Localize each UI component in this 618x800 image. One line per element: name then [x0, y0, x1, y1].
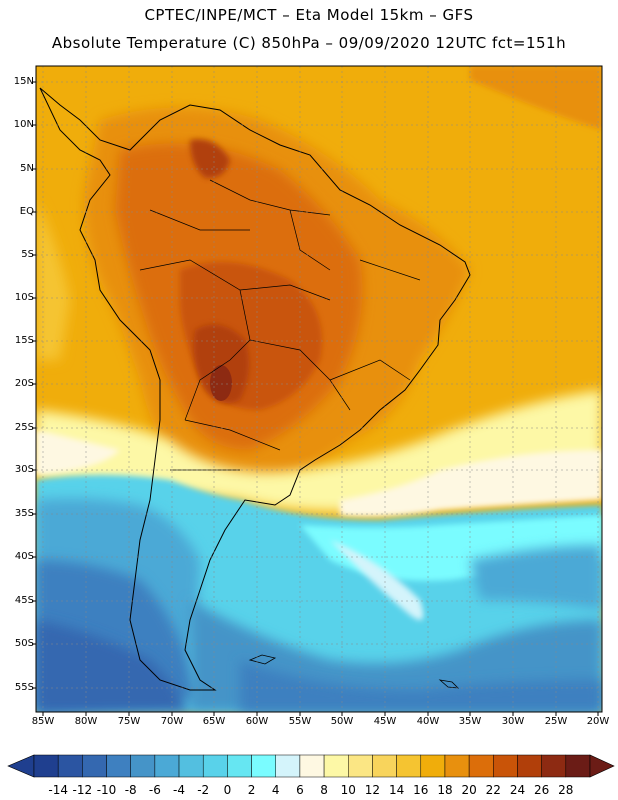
lat-label: EQ	[19, 206, 34, 217]
map-title: CPTEC/INPE/MCT – Eta Model 15km – GFS	[144, 6, 474, 24]
graticule	[36, 66, 602, 712]
colorbar-swatch	[202, 754, 228, 778]
colorbar-arrow-high	[589, 754, 615, 778]
map-subtitle: Absolute Temperature (C) 850hPa – 09/09/…	[51, 34, 567, 52]
colorbar-label: 18	[437, 783, 453, 797]
colorbar-swatch	[420, 754, 446, 778]
colorbar-swatch	[348, 754, 373, 778]
colorbar-swatch	[468, 754, 494, 778]
colorbar-label: -4	[173, 783, 186, 797]
colorbar-label: -6	[148, 783, 161, 797]
lon-label: 85W	[31, 716, 55, 727]
colorbar-label: 10	[340, 783, 356, 797]
colorbar-label: -14	[48, 783, 68, 797]
colorbar-swatch	[299, 754, 325, 778]
colorbar-label: 22	[485, 783, 501, 797]
colorbar-label: 14	[388, 783, 405, 797]
lon-label: 40W	[416, 716, 440, 727]
colorbar-label: 6	[296, 783, 304, 797]
lon-label: 25W	[544, 716, 568, 727]
colorbar-swatch	[82, 754, 107, 778]
colorbar-label: 12	[364, 783, 381, 797]
lat-label: 35S	[14, 508, 34, 519]
lat-label: 30S	[14, 464, 34, 475]
colorbar-label: -12	[72, 783, 93, 797]
lon-label: 35W	[458, 716, 482, 727]
colorbar-swatch	[227, 754, 252, 778]
lat-label: 15S	[14, 335, 34, 346]
colorbar-swatch	[275, 754, 301, 778]
lat-label: 10S	[14, 292, 34, 303]
lat-label: 25S	[14, 422, 34, 433]
country-borders	[139, 179, 421, 471]
colorbar-label: 8	[320, 783, 328, 797]
lat-label: 15N	[13, 76, 34, 87]
lon-label: 50W	[330, 716, 354, 727]
lat-label: 5S	[21, 249, 34, 260]
lon-label: 80W	[74, 716, 98, 727]
colorbar-swatch	[130, 754, 156, 778]
colorbar-swatch	[154, 754, 180, 778]
colorbar-label: 28	[558, 783, 574, 797]
lon-label: 75W	[117, 716, 141, 727]
colorbar-swatch	[541, 754, 567, 778]
colorbar	[7, 754, 615, 778]
colorbar-label: -10	[96, 783, 117, 797]
colorbar-label: 4	[271, 783, 280, 797]
colorbar-label: 2	[247, 783, 256, 797]
colorbar-swatch	[396, 754, 422, 778]
lon-label: 45W	[373, 716, 397, 727]
colorbar-label: 16	[413, 783, 429, 797]
temperature-field	[36, 66, 602, 712]
lat-label: 55S	[14, 682, 34, 693]
colorbar-swatch	[57, 754, 83, 778]
colorbar-swatch	[106, 754, 131, 778]
lon-label: 70W	[160, 716, 184, 727]
colorbar-swatch	[178, 754, 204, 778]
colorbar-swatch	[323, 754, 349, 778]
colorbar-arrow-low	[7, 754, 35, 778]
lat-label: 5N	[20, 163, 34, 174]
map-frame	[35, 65, 603, 713]
colorbar-swatch	[493, 754, 518, 778]
colorbar-label: 24	[509, 783, 526, 797]
colorbar-swatch	[444, 754, 470, 778]
colorbar-label: 26	[534, 783, 550, 797]
lon-label: 65W	[202, 716, 226, 727]
colorbar-swatch	[372, 754, 397, 778]
colorbar-label: -8	[124, 783, 137, 797]
colorbar-label: 20	[461, 783, 477, 797]
colorbar-label: -2	[197, 783, 210, 797]
lat-label: 50S	[14, 638, 34, 649]
lat-label: 10N	[13, 119, 34, 130]
lon-label: 20W	[586, 716, 610, 727]
lon-label: 60W	[245, 716, 269, 727]
colorbar-swatch	[251, 754, 276, 778]
lon-label: 55W	[288, 716, 312, 727]
lat-label: 20S	[14, 378, 34, 389]
lon-label: 30W	[501, 716, 525, 727]
colorbar-swatch	[565, 754, 591, 778]
lat-label: 45S	[14, 595, 34, 606]
lat-label: 40S	[14, 551, 34, 562]
colorbar-swatch	[33, 754, 59, 778]
coastline	[39, 87, 471, 691]
colorbar-label: 0	[223, 783, 232, 797]
colorbar-swatch	[517, 754, 542, 778]
